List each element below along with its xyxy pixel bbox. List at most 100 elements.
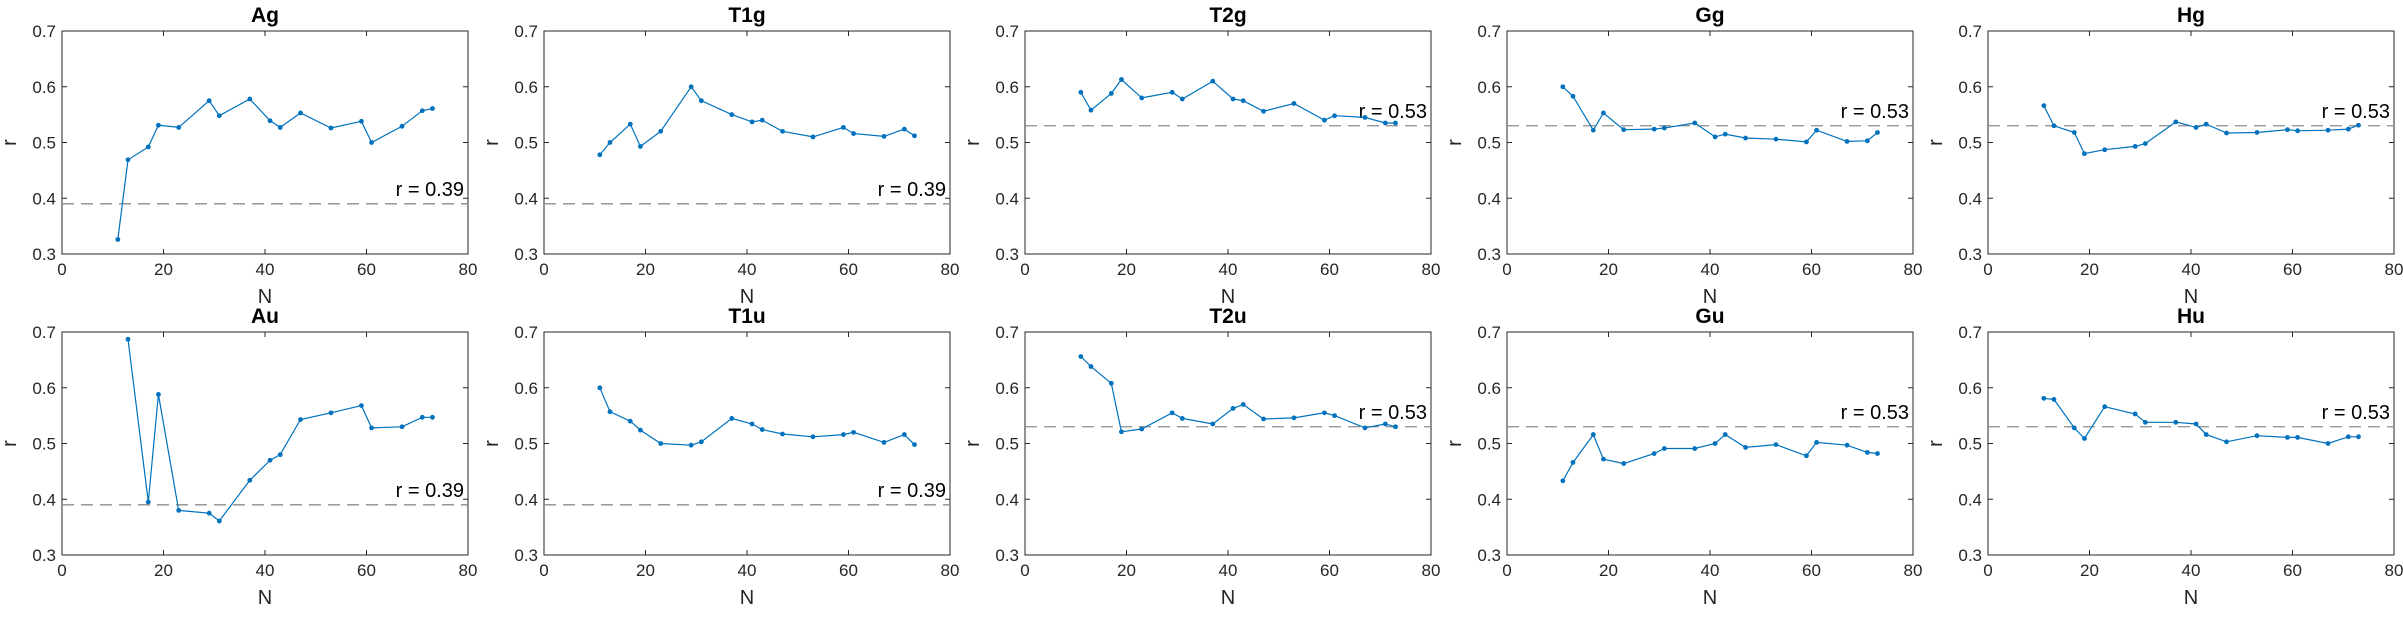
- x-tick-label: 60: [1320, 561, 1339, 580]
- data-point: [607, 140, 613, 145]
- x-tick-label: 20: [1117, 561, 1136, 580]
- data-point: [1875, 451, 1880, 456]
- y-tick-label: 0.7: [1477, 323, 1501, 342]
- data-point: [780, 431, 785, 437]
- data-point: [1722, 432, 1728, 437]
- data-point: [2224, 130, 2229, 136]
- data-point: [1875, 130, 1880, 135]
- x-tick-label: 40: [256, 561, 275, 580]
- data-point: [1169, 410, 1175, 416]
- x-axis-label: N: [1221, 286, 1235, 308]
- x-tick-label: 20: [1117, 260, 1136, 279]
- data-point: [2142, 141, 2148, 147]
- data-point: [607, 409, 613, 415]
- data-point: [1119, 77, 1124, 82]
- plot-area: [543, 30, 951, 255]
- data-point: [145, 144, 151, 150]
- data-point: [1560, 84, 1566, 90]
- y-tick-label: 0.3: [32, 245, 56, 264]
- y-tick-label: 0.4: [1477, 490, 1501, 509]
- x-axis-label: N: [258, 587, 272, 609]
- data-point: [430, 414, 435, 420]
- x-tick-label: 0: [1020, 260, 1029, 279]
- data-point: [658, 128, 664, 134]
- data-point: [2173, 419, 2179, 425]
- y-tick-label: 0.6: [995, 78, 1019, 97]
- data-point: [1230, 405, 1236, 411]
- y-tick-label: 0.7: [995, 323, 1019, 342]
- data-point: [1169, 89, 1175, 95]
- data-point: [2325, 127, 2331, 133]
- data-point: [1230, 96, 1236, 102]
- y-tick-label: 0.7: [995, 22, 1019, 41]
- data-point: [1322, 410, 1327, 416]
- data-point: [881, 439, 887, 445]
- data-point: [1773, 136, 1779, 142]
- panel-title: Gg: [1695, 4, 1724, 27]
- data-point: [2325, 441, 2331, 446]
- data-point: [1651, 451, 1657, 456]
- data-point: [1712, 441, 1718, 446]
- data-point: [1179, 416, 1185, 421]
- y-tick-label: 0.6: [32, 379, 56, 398]
- y-tick-label: 0.7: [514, 22, 538, 41]
- x-tick-label: 80: [941, 561, 960, 580]
- x-axis-label: N: [2184, 286, 2198, 308]
- data-point: [2142, 419, 2148, 425]
- panel-gg: Gg 0 20 40 60 80 0.3 0.4 0.5 0.6 0.7 Nr r = 0.53: [1444, 4, 1922, 308]
- reference-label: r = 0.53: [1841, 402, 1909, 424]
- reference-label: r = 0.53: [1359, 101, 1427, 123]
- data-point: [1382, 120, 1388, 126]
- y-tick-label: 0.3: [514, 546, 538, 565]
- data-point: [176, 508, 182, 513]
- plot-area: [1506, 30, 1914, 255]
- data-point: [1743, 445, 1748, 450]
- x-tick-label: 20: [636, 260, 655, 279]
- y-tick-label: 0.4: [514, 490, 538, 509]
- y-tick-label: 0.5: [514, 134, 538, 153]
- reference-label: r = 0.39: [396, 179, 464, 201]
- data-point: [1661, 125, 1667, 131]
- data-point: [156, 122, 161, 128]
- data-point: [206, 510, 212, 516]
- x-tick-label: 60: [357, 260, 376, 279]
- data-point: [1864, 450, 1870, 455]
- data-point: [881, 133, 887, 139]
- x-tick-label: 40: [1701, 260, 1720, 279]
- data-point: [1804, 453, 1809, 459]
- data-point: [1844, 442, 1850, 448]
- data-point: [2345, 126, 2351, 132]
- data-point: [1621, 461, 1627, 466]
- data-point: [1692, 120, 1698, 126]
- y-tick-label: 0.6: [1958, 379, 1982, 398]
- data-point: [125, 336, 131, 342]
- x-tick-label: 80: [2385, 561, 2403, 580]
- panel-t2u: T2u 0 20 40 60 80 0.3 0.4 0.5 0.6 0.7 Nr r = 0.53: [962, 305, 1440, 609]
- data-point: [2071, 130, 2077, 135]
- y-tick-label: 0.6: [995, 379, 1019, 398]
- data-point: [1291, 101, 1297, 106]
- data-point: [1570, 460, 1576, 465]
- data-point: [1570, 93, 1576, 99]
- x-tick-label: 80: [941, 260, 960, 279]
- data-point: [749, 421, 755, 427]
- panel-hg: Hg 0 20 40 60 80 0.3 0.4 0.5 0.6 0.7 Nr r = 0.53: [1925, 4, 2403, 308]
- x-tick-label: 40: [1701, 561, 1720, 580]
- y-tick-label: 0.4: [1958, 490, 1982, 509]
- data-point: [298, 417, 303, 422]
- data-point: [1088, 107, 1094, 113]
- data-point: [2285, 434, 2290, 440]
- data-point: [2295, 128, 2300, 134]
- x-tick-label: 0: [539, 260, 548, 279]
- data-point: [1108, 91, 1114, 96]
- data-point: [1393, 424, 1398, 430]
- data-point: [597, 385, 603, 391]
- x-tick-label: 20: [154, 561, 173, 580]
- x-tick-label: 40: [738, 561, 757, 580]
- reference-label: r = 0.53: [2322, 402, 2390, 424]
- data-point: [2041, 395, 2047, 401]
- data-point: [156, 392, 161, 397]
- reference-label: r = 0.53: [1841, 101, 1909, 123]
- data-point: [2224, 439, 2229, 445]
- plot-area: [1987, 30, 2395, 255]
